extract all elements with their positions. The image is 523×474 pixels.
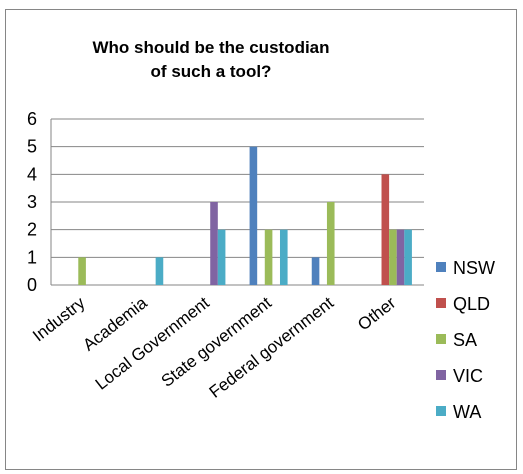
legend-label-wa: WA (453, 402, 481, 422)
bar-vic-other (396, 229, 405, 285)
y-tick-label-1: 1 (27, 247, 37, 267)
bar-wa-local-government (217, 229, 226, 285)
legend-swatch-nsw (436, 262, 446, 272)
bar-sa-state-government (264, 229, 273, 285)
bar-qld-other (381, 174, 390, 285)
x-tick-label-state-government: State government (158, 293, 276, 391)
x-tick-label-other: Other (354, 293, 399, 334)
y-tick-label-0: 0 (27, 275, 37, 295)
legend-swatch-sa (436, 334, 446, 344)
legend-label-nsw: NSW (453, 258, 495, 278)
legend-swatch-vic (436, 370, 446, 380)
legend-label-vic: VIC (453, 366, 483, 386)
y-tick-label-5: 5 (27, 137, 37, 157)
bar-wa-academia (155, 257, 164, 285)
bar-sa-other (389, 229, 397, 285)
legend-swatch-wa (436, 406, 446, 416)
x-tick-label-industry: Industry (29, 293, 89, 346)
y-tick-label-2: 2 (27, 220, 37, 240)
bar-nsw-state-government (249, 146, 258, 285)
y-tick-label-6: 6 (27, 109, 37, 129)
legend-label-sa: SA (453, 330, 477, 350)
chart-title-line-2: of such a tool? (150, 62, 272, 81)
chart-frame: Who should be the custodian of such a to… (5, 9, 517, 470)
bar-sa-industry (78, 257, 86, 285)
bar-wa-state-government (279, 229, 288, 285)
bar-vic-local-government (210, 202, 218, 285)
x-tick-label-local-government: Local Government (92, 293, 213, 394)
legend-label-qld: QLD (453, 294, 490, 314)
y-tick-label-4: 4 (27, 164, 37, 184)
bar-wa-other (404, 229, 412, 285)
bar-sa-federal-government (326, 202, 335, 285)
y-tick-label-3: 3 (27, 192, 37, 212)
bar-nsw-federal-government (311, 257, 320, 285)
chart-title-line-1: Who should be the custodian (92, 38, 330, 57)
legend-swatch-qld (436, 298, 446, 308)
